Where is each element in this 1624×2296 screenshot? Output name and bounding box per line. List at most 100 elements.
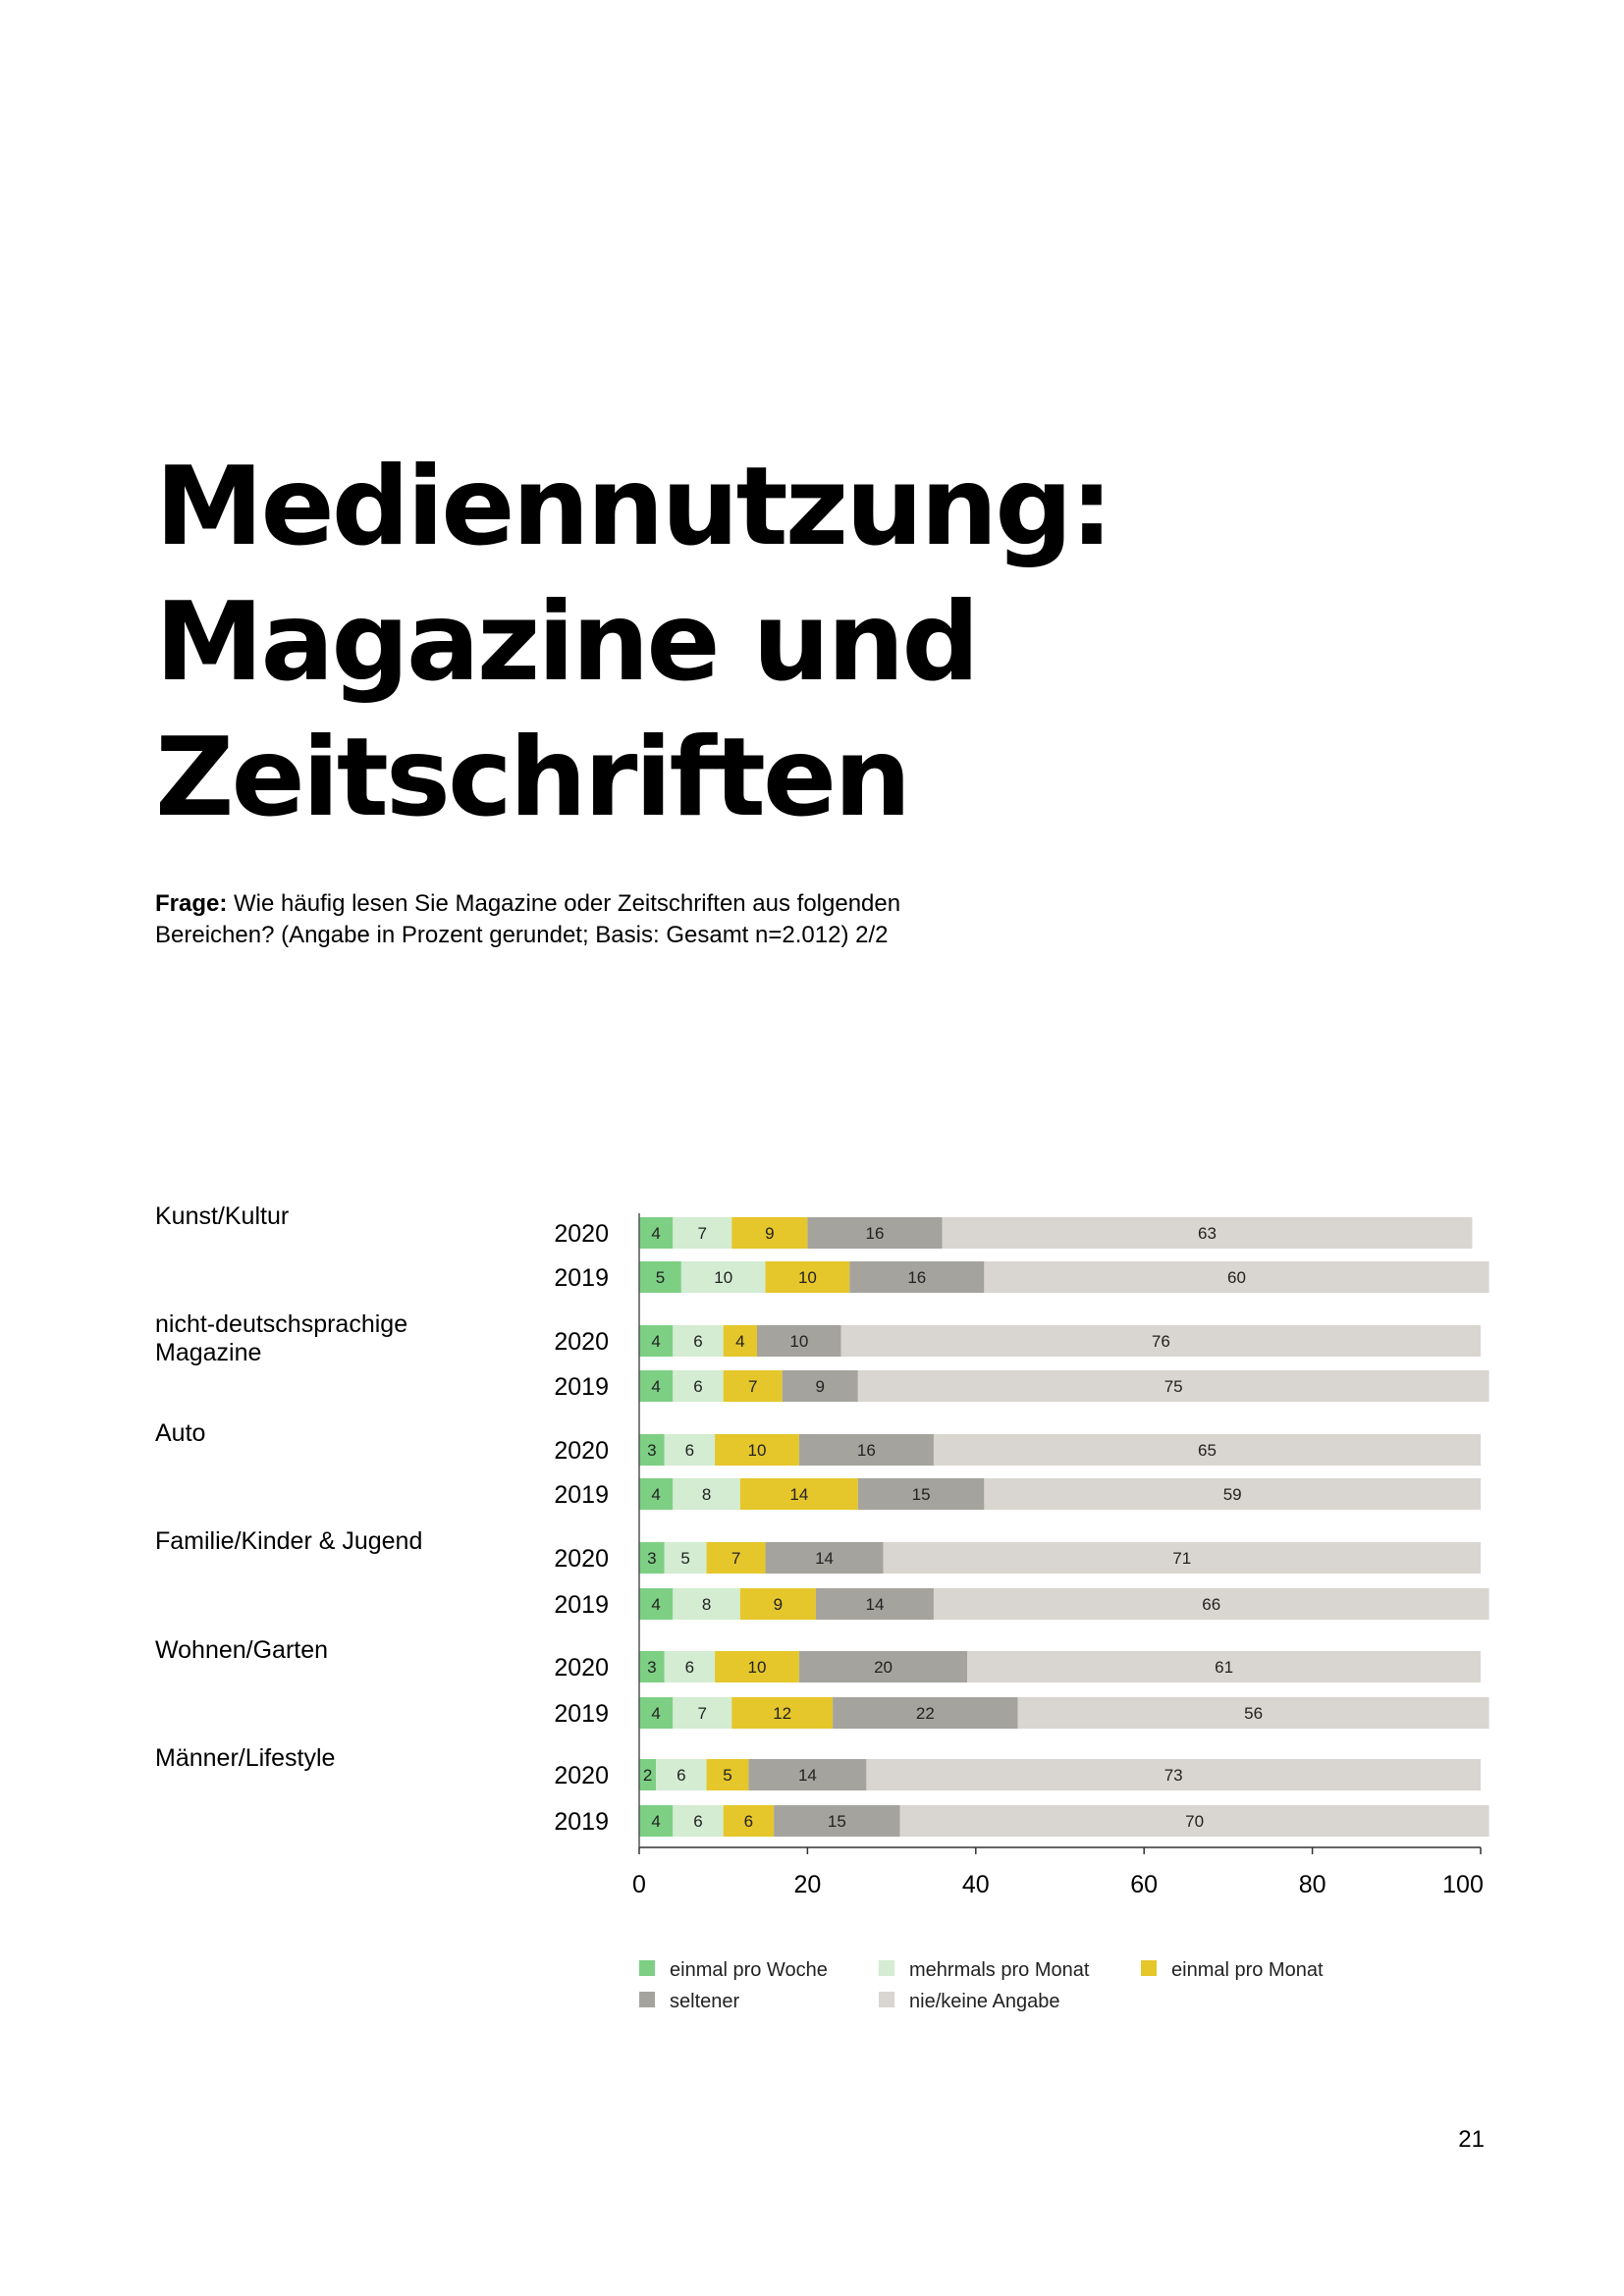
bar-segment <box>639 1325 674 1357</box>
data-label: 75 <box>1164 1377 1183 1396</box>
page-title: Mediennutzung: Magazine und Zeitschrifte… <box>155 440 1113 846</box>
data-label: 6 <box>685 1658 694 1677</box>
data-label: 20 <box>874 1658 893 1677</box>
data-label: 3 <box>647 1549 656 1568</box>
bar-segment <box>639 1370 674 1402</box>
bar-segment <box>715 1434 799 1466</box>
legend-swatch <box>639 1992 655 2007</box>
bar-segment <box>765 1542 884 1574</box>
question-label: Frage: <box>155 890 228 917</box>
bar-segment <box>673 1588 740 1620</box>
bar-segment <box>673 1370 724 1402</box>
x-tick-label: 60 <box>1130 1871 1158 1898</box>
bar-segment <box>857 1478 985 1510</box>
data-label: 4 <box>651 1377 660 1396</box>
year-label: 2020 <box>554 1545 609 1573</box>
legend-label: mehrmals pro Monat <box>909 1959 1090 1981</box>
data-label: 7 <box>748 1377 757 1396</box>
data-label: 2 <box>643 1766 652 1785</box>
year-label: 2020 <box>554 1437 609 1465</box>
data-label: 73 <box>1164 1766 1183 1785</box>
question-body: Wie häufig lesen Sie Magazine oder Zeits… <box>155 890 901 948</box>
bar-segment <box>748 1759 867 1790</box>
data-label: 10 <box>748 1658 767 1677</box>
year-label: 2020 <box>554 1762 609 1789</box>
data-label: 4 <box>651 1224 660 1243</box>
bar-segment <box>723 1805 775 1837</box>
bar-segment <box>673 1325 724 1357</box>
bar-segment <box>723 1370 783 1402</box>
bar-segment <box>723 1325 757 1357</box>
data-label: 14 <box>789 1485 808 1504</box>
data-label: 8 <box>702 1595 711 1614</box>
data-label: 6 <box>693 1332 702 1351</box>
data-label: 10 <box>798 1268 817 1287</box>
data-label: 14 <box>865 1595 884 1614</box>
data-label: 56 <box>1244 1704 1263 1723</box>
x-tick-label: 40 <box>962 1871 990 1898</box>
bar-segment <box>673 1805 724 1837</box>
bar-segment <box>866 1759 1481 1790</box>
data-label: 63 <box>1198 1224 1217 1243</box>
bar-segment <box>883 1542 1481 1574</box>
bar-segment <box>639 1434 665 1466</box>
bar-segment <box>731 1697 834 1729</box>
data-label: 66 <box>1202 1595 1220 1614</box>
question-text: Frage: Wie häufig lesen Sie Magazine ode… <box>155 888 960 951</box>
data-label: 59 <box>1223 1485 1242 1504</box>
bar-segment <box>798 1651 968 1682</box>
bar-segment <box>706 1542 766 1574</box>
x-tick-label: 0 <box>632 1871 646 1898</box>
bar-segment <box>933 1434 1481 1466</box>
bar-segment <box>739 1478 858 1510</box>
data-label: 3 <box>647 1441 656 1460</box>
data-label: 6 <box>693 1812 702 1831</box>
data-label: 60 <box>1227 1268 1246 1287</box>
bar-segment <box>639 1478 674 1510</box>
year-label: 2019 <box>554 1264 609 1292</box>
bar-segment <box>857 1370 1489 1402</box>
data-label: 14 <box>815 1549 834 1568</box>
bar-segment <box>706 1759 749 1790</box>
bar-segment <box>984 1478 1481 1510</box>
data-label: 6 <box>744 1812 753 1831</box>
bar-segment <box>833 1697 1018 1729</box>
bar-segment <box>840 1325 1481 1357</box>
bar-segment <box>673 1478 740 1510</box>
bar-segment <box>639 1759 657 1790</box>
bar-segment <box>639 1217 674 1249</box>
bar-segment <box>942 1217 1473 1249</box>
bar-segment <box>639 1805 674 1837</box>
data-label: 5 <box>656 1268 665 1287</box>
x-tick-label: 100 <box>1442 1871 1484 1898</box>
data-label: 8 <box>702 1485 711 1504</box>
data-label: 7 <box>731 1549 740 1568</box>
bar-segment <box>673 1697 732 1729</box>
category-label: nicht-deutschsprachige <box>155 1310 407 1338</box>
legend-label: nie/keine Angabe <box>909 1991 1059 2012</box>
year-label: 2020 <box>554 1328 609 1356</box>
bar-segment <box>798 1434 934 1466</box>
category-label: Familie/Kinder & Jugend <box>155 1527 422 1555</box>
data-label: 6 <box>693 1377 702 1396</box>
legend-label: einmal pro Monat <box>1171 1959 1324 1981</box>
data-label: 9 <box>765 1224 774 1243</box>
x-tick-label: 80 <box>1299 1871 1326 1898</box>
legend-swatch <box>639 1960 655 1976</box>
title-line-2: Magazine und <box>155 579 980 706</box>
bar-segment <box>774 1805 900 1837</box>
bar-segment <box>967 1651 1481 1682</box>
bar-segment <box>807 1217 943 1249</box>
bar-segment <box>639 1542 665 1574</box>
bar-segment <box>639 1651 665 1682</box>
x-tick-label: 20 <box>793 1871 821 1898</box>
data-label: 16 <box>907 1268 926 1287</box>
category-label: Auto <box>155 1419 205 1447</box>
data-label: 5 <box>680 1549 689 1568</box>
bar-segment <box>756 1325 841 1357</box>
data-label: 22 <box>916 1704 935 1723</box>
data-label: 4 <box>651 1812 660 1831</box>
data-label: 7 <box>698 1224 707 1243</box>
data-label: 10 <box>714 1268 732 1287</box>
bar-segment <box>765 1261 850 1293</box>
